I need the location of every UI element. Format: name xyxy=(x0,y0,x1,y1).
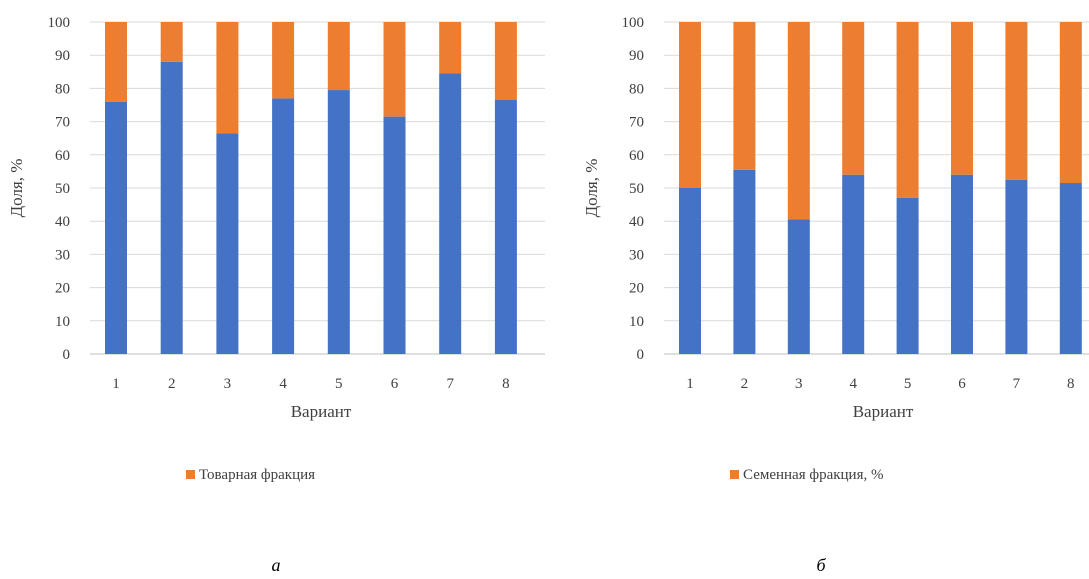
chart-a-bar-upper-7 xyxy=(439,22,462,74)
chart-a-y-tick-label: 90 xyxy=(55,48,70,64)
chart-a-y-tick-label: 0 xyxy=(63,347,71,363)
chart-a-bar-upper-3 xyxy=(216,22,239,134)
chart-a-bar-lower-8 xyxy=(494,100,517,355)
chart-a-y-tick-label: 50 xyxy=(55,181,70,197)
chart-b-bar-lower-8 xyxy=(1059,183,1082,354)
chart-b-x-tick-label: 4 xyxy=(849,376,857,392)
chart-b-bar-upper-3 xyxy=(787,22,810,220)
chart-a-legend-swatch xyxy=(186,470,195,479)
chart-b-bar-upper-1 xyxy=(679,22,701,188)
chart-a-y-tick-label: 70 xyxy=(55,115,70,131)
chart-a-x-tick-label: 5 xyxy=(335,376,343,392)
chart-a-y-tick-label: 40 xyxy=(55,214,70,230)
chart-b-bar-upper-8 xyxy=(1059,22,1082,184)
chart-a-legend-label: Товарная фракция xyxy=(199,467,315,483)
chart-a-bar-upper-1 xyxy=(105,22,127,102)
chart-a-y-tick-label: 100 xyxy=(48,15,71,31)
chart-a-x-tick-label: 8 xyxy=(502,376,510,392)
chart-a-y-tick-label: 10 xyxy=(55,314,70,330)
chart-b-x-tick-label: 8 xyxy=(1067,376,1075,392)
chart-b-y-tick-label: 10 xyxy=(629,314,644,330)
chart-b-panel-label: б xyxy=(816,555,826,575)
chart-b-bar-lower-4 xyxy=(842,174,865,354)
chart-b-x-tick-label: 7 xyxy=(1013,376,1021,392)
chart-a-x-tick-label: 3 xyxy=(224,376,232,392)
chart-a-y-axis-title: Доля, % xyxy=(7,159,26,218)
chart-b-y-axis-title: Доля, % xyxy=(582,159,601,218)
chart-b-y-tick-label: 90 xyxy=(629,48,644,64)
chart-b-x-axis-title: Вариант xyxy=(853,402,914,421)
chart-b-bar-lower-2 xyxy=(733,169,756,354)
chart-b-bar-upper-7 xyxy=(1005,22,1028,180)
chart-b-bar-lower-7 xyxy=(1005,179,1028,354)
chart-a-x-tick-label: 4 xyxy=(279,376,287,392)
chart-b-y-tick-label: 80 xyxy=(629,81,644,97)
chart-a-x-tick-label: 7 xyxy=(446,376,454,392)
chart-a-panel-label: а xyxy=(272,555,281,575)
chart-a-bar-upper-6 xyxy=(383,22,406,117)
chart-a-y-tick-label: 60 xyxy=(55,148,70,164)
chart-b-y-tick-label: 40 xyxy=(629,214,644,230)
chart-b-y-tick-label: 30 xyxy=(629,247,644,263)
chart-a-bar-upper-2 xyxy=(160,22,183,62)
chart-a-bar-lower-6 xyxy=(383,116,406,355)
chart-b-bar-upper-4 xyxy=(842,22,865,175)
chart-a-x-tick-label: 2 xyxy=(168,376,176,392)
chart-b-y-tick-label: 50 xyxy=(629,181,644,197)
chart-b-y-tick-label: 100 xyxy=(622,15,645,31)
chart-a-x-axis-title: Вариант xyxy=(291,402,352,421)
chart-a-bar-lower-7 xyxy=(439,73,462,355)
chart-b-y-tick-label: 70 xyxy=(629,115,644,131)
chart-b-legend-label: Семенная фракция, % xyxy=(743,467,883,483)
chart-b-bar-lower-5 xyxy=(896,197,919,354)
chart-a-bar-lower-2 xyxy=(160,61,183,355)
chart-b-x-tick-label: 2 xyxy=(741,376,749,392)
chart-a-bar-upper-4 xyxy=(272,22,295,99)
chart-b-legend-swatch xyxy=(730,470,739,479)
chart-b-y-tick-label: 0 xyxy=(637,347,645,363)
chart-b-x-tick-label: 3 xyxy=(795,376,803,392)
chart-b-y-tick-label: 20 xyxy=(629,281,644,297)
chart-b-x-tick-label: 5 xyxy=(904,376,912,392)
chart-a-y-tick-label: 80 xyxy=(55,81,70,97)
chart-a-y-tick-label: 30 xyxy=(55,247,70,263)
chart-a-bar-upper-5 xyxy=(327,22,350,91)
chart-b-bar-upper-2 xyxy=(733,22,756,170)
chart-panel-a: 0 10 20 30 40 50 60 70 80 90 100 1 2 3 4 5 6 7 8 Доля, % Вар… xyxy=(7,15,545,575)
chart-b-bar-upper-6 xyxy=(951,22,973,175)
chart-b-bar-lower-6 xyxy=(951,174,973,354)
chart-a-y-tick-label: 20 xyxy=(55,281,70,297)
chart-a-bar-lower-4 xyxy=(272,98,295,354)
chart-b-y-tick-label: 60 xyxy=(629,148,644,164)
chart-panel-b: 0 10 20 30 40 50 60 70 80 90 100 1 2 3 4 5 6 7 8 Доля, % Вар… xyxy=(582,15,1089,575)
chart-a-x-tick-label: 6 xyxy=(391,376,399,392)
chart-b-bar-lower-3 xyxy=(787,219,810,354)
chart-a-bar-lower-5 xyxy=(327,90,350,354)
chart-b-bar-upper-5 xyxy=(896,22,919,198)
chart-a-x-tick-label: 1 xyxy=(112,376,120,392)
chart-a-bar-lower-3 xyxy=(216,133,239,354)
chart-a-bar-lower-1 xyxy=(105,101,127,355)
chart-a-bar-upper-8 xyxy=(494,22,517,101)
chart-b-bar-lower-1 xyxy=(679,188,701,354)
chart-b-x-tick-label: 6 xyxy=(958,376,966,392)
chart-b-x-tick-label: 1 xyxy=(686,376,694,392)
